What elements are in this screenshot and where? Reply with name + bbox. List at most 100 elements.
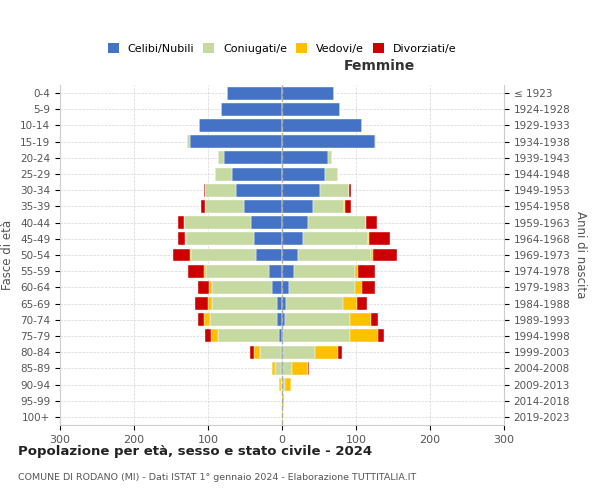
Bar <box>281 362 282 375</box>
Bar <box>345 200 351 213</box>
Bar <box>215 168 232 180</box>
Bar <box>282 119 362 132</box>
Bar <box>184 216 251 229</box>
Bar <box>194 297 208 310</box>
Bar <box>178 232 185 245</box>
Text: Popolazione per età, sesso e stato civile - 2024: Popolazione per età, sesso e stato civil… <box>18 445 372 458</box>
Bar <box>344 200 345 213</box>
Bar <box>256 248 282 262</box>
Bar <box>244 200 282 213</box>
Bar <box>185 232 186 245</box>
Bar <box>232 168 282 180</box>
Bar <box>188 264 204 278</box>
Bar <box>212 297 277 310</box>
Bar <box>178 216 184 229</box>
Bar <box>211 330 218 342</box>
Bar <box>206 264 269 278</box>
Bar <box>328 152 332 164</box>
Bar <box>281 378 282 391</box>
Bar <box>283 330 350 342</box>
Bar <box>298 248 371 262</box>
Bar <box>199 119 282 132</box>
Bar <box>282 103 340 116</box>
Bar <box>373 248 397 262</box>
Bar <box>308 362 310 375</box>
Bar <box>282 216 308 229</box>
Bar <box>368 232 370 245</box>
Bar <box>279 378 281 391</box>
Bar <box>289 281 355 294</box>
Bar <box>277 314 282 326</box>
Bar <box>272 362 275 375</box>
Bar <box>224 152 282 164</box>
Bar <box>370 232 390 245</box>
Bar <box>197 281 209 294</box>
Bar <box>212 281 272 294</box>
Y-axis label: Anni di nascita: Anni di nascita <box>574 212 587 298</box>
Bar <box>282 378 285 391</box>
Legend: Celibi/Nubili, Coniugati/e, Vedovi/e, Divorziati/e: Celibi/Nubili, Coniugati/e, Vedovi/e, Di… <box>107 43 457 54</box>
Bar <box>285 378 291 391</box>
Bar <box>260 346 281 358</box>
Bar <box>371 314 378 326</box>
Bar <box>200 200 205 213</box>
Bar <box>205 184 236 196</box>
Bar <box>281 346 282 358</box>
Bar <box>303 232 368 245</box>
Bar <box>282 264 294 278</box>
Bar <box>338 346 342 358</box>
Bar <box>209 281 212 294</box>
Bar <box>279 330 282 342</box>
Bar <box>187 135 190 148</box>
Bar <box>282 135 374 148</box>
Bar <box>365 216 367 229</box>
Bar <box>285 314 350 326</box>
Bar <box>250 346 254 358</box>
Bar <box>282 168 325 180</box>
Bar <box>374 135 376 148</box>
Bar <box>325 168 338 180</box>
Bar <box>218 152 224 164</box>
Bar <box>269 264 282 278</box>
Bar <box>378 330 384 342</box>
Bar <box>282 281 289 294</box>
Bar <box>362 281 375 294</box>
Bar <box>282 232 303 245</box>
Bar <box>227 86 282 100</box>
Bar <box>283 362 292 375</box>
Bar <box>282 394 284 407</box>
Bar <box>292 362 308 375</box>
Bar <box>204 264 206 278</box>
Bar <box>208 297 212 310</box>
Bar <box>190 135 282 148</box>
Bar <box>173 248 190 262</box>
Bar <box>355 264 358 278</box>
Bar <box>205 330 211 342</box>
Text: COMUNE DI RODANO (MI) - Dati ISTAT 1° gennaio 2024 - Elaborazione TUTTITALIA.IT: COMUNE DI RODANO (MI) - Dati ISTAT 1° ge… <box>18 472 416 482</box>
Bar <box>313 200 344 213</box>
Bar <box>254 232 282 245</box>
Bar <box>282 330 283 342</box>
Bar <box>286 297 343 310</box>
Y-axis label: Fasce di età: Fasce di età <box>1 220 14 290</box>
Bar <box>205 200 244 213</box>
Bar <box>275 362 281 375</box>
Bar <box>203 184 205 196</box>
Bar <box>191 248 256 262</box>
Bar <box>282 248 298 262</box>
Bar <box>190 248 191 262</box>
Bar <box>204 314 210 326</box>
Bar <box>277 297 282 310</box>
Bar <box>186 232 254 245</box>
Bar <box>251 216 282 229</box>
Bar <box>199 314 204 326</box>
Bar <box>343 297 357 310</box>
Bar <box>218 330 279 342</box>
Bar <box>350 314 371 326</box>
Bar <box>358 264 374 278</box>
Bar <box>282 346 283 358</box>
Bar <box>367 216 377 229</box>
Bar <box>320 184 349 196</box>
Bar <box>282 410 283 424</box>
Bar <box>272 281 282 294</box>
